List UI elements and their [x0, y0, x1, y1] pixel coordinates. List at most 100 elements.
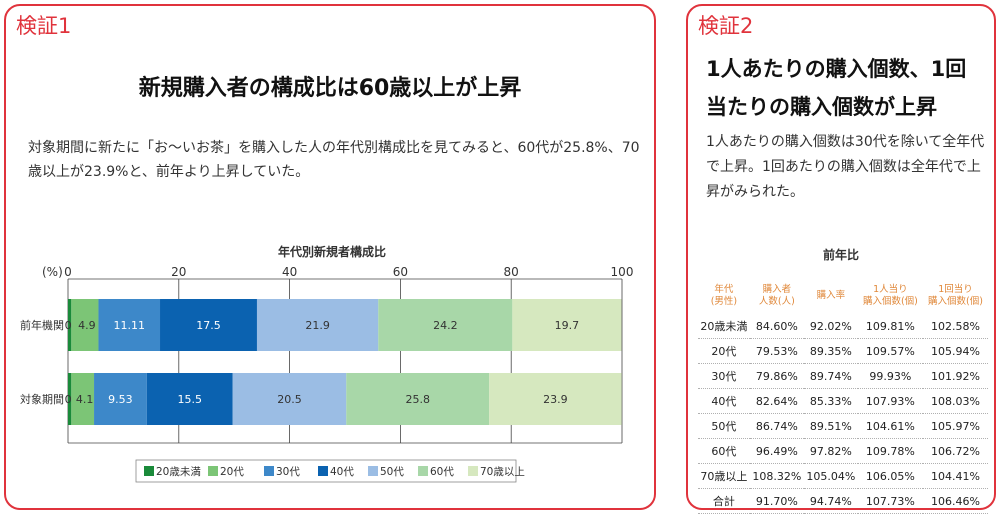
table-cell: 105.94% [922, 338, 988, 364]
table-cell: 50代 [698, 413, 750, 439]
table-cell: 104.61% [857, 413, 923, 439]
table-cell: 107.73% [857, 488, 923, 514]
table-cell: 70歳以上 [698, 463, 750, 489]
table-header-cell: 購入率 [816, 290, 846, 301]
table-row: 60代 96.49% 97.82% 109.78% 106.72% [698, 438, 988, 464]
bar-segment [68, 299, 72, 351]
chart-title: 年代別新規者構成比 [278, 244, 386, 259]
table-cell: 79.53% [749, 338, 804, 364]
legend-label: 20歳未満 [156, 466, 201, 478]
table-cell: 91.70% [749, 488, 804, 514]
panel-paragraph: 対象期間に新たに「お〜いお茶」を購入した人の年代別構成比を見てみると、60代が2… [28, 140, 640, 180]
panel-heading: 1人あたりの購入個数、1回当たりの購入個数が上昇 [706, 57, 967, 119]
legend-label: 50代 [380, 466, 404, 478]
legend-label: 30代 [276, 466, 300, 478]
legend-label: 20代 [220, 466, 244, 478]
bar-segment [489, 373, 622, 425]
table-cell: 79.86% [749, 363, 804, 389]
table-row: 40代 82.64% 85.33% 107.93% 108.03% [698, 388, 988, 414]
data-label: 24.2 [433, 319, 458, 332]
x-tick-label: 100 [611, 265, 634, 279]
data-label: 23.9 [543, 393, 568, 406]
table-header-cell: 年代 (男性) [710, 284, 738, 307]
legend-swatch [318, 466, 328, 476]
axis-unit-label: (%) [42, 265, 63, 279]
table-row: 30代 79.86% 89.74% 99.93% 101.92% [698, 363, 988, 389]
data-label: 19.7 [555, 319, 580, 332]
data-label: 4.9 [78, 319, 96, 332]
bar-segment [68, 373, 72, 425]
data-label: 9.53 [108, 393, 133, 406]
bar-segment [94, 373, 147, 425]
data-label: 21.9 [305, 319, 330, 332]
panel-tag: 検証1 [16, 14, 72, 38]
table-cell: 86.74% [749, 413, 804, 439]
bar-segment [346, 373, 490, 425]
table-cell: 20歳未満 [698, 314, 750, 339]
table-cell: 109.57% [857, 338, 923, 364]
legend-swatch [418, 466, 428, 476]
table-cell: 20代 [698, 338, 750, 364]
table-cell: 108.32% [749, 463, 804, 489]
legend-swatch [368, 466, 378, 476]
table-cell: 60代 [698, 438, 750, 464]
bar-segment [378, 299, 513, 351]
data-label: 17.5 [196, 319, 221, 332]
table-header-row: 年代 (男性) 購入者 人数(人) 購入率 1人当り 購入個数(個) 1回当り 購入個数(個) [698, 282, 988, 314]
table-cell: 92.02% [803, 314, 858, 339]
table-cell: 108.03% [922, 388, 988, 414]
legend-swatch [468, 466, 478, 476]
table-cell: 40代 [698, 388, 750, 414]
panel-heading: 新規購入者の構成比は60歳以上が上昇 [138, 76, 522, 101]
table-header-cell: 1人当り 購入個数(個) [862, 284, 918, 307]
data-label: 15.5 [178, 393, 203, 406]
table-cell: 合計 [698, 488, 750, 514]
table-cell: 107.93% [857, 388, 923, 414]
yoy-ratio-table: 年代 (男性) 購入者 人数(人) 購入率 1人当り 購入個数(個) 1回当り 購入個数(個) … [698, 282, 988, 514]
bar-segment [160, 299, 257, 351]
table-cell: 109.81% [857, 314, 923, 339]
table-row: 20歳未満 84.60% 92.02% 109.81% 102.58% [698, 314, 988, 339]
table-cell: 105.04% [803, 463, 858, 489]
table-cell: 99.93% [857, 363, 923, 389]
table-header-cell: 1回当り 購入個数(個) [928, 284, 983, 307]
panel-tag: 検証2 [698, 14, 754, 38]
table-cell: 85.33% [803, 388, 858, 414]
bar-segment [232, 373, 347, 425]
x-tick-label: 60 [393, 265, 408, 279]
table-cell: 96.49% [749, 438, 804, 464]
legend-swatch [208, 466, 218, 476]
table-cell: 101.92% [922, 363, 988, 389]
data-label: 25.8 [405, 393, 430, 406]
table-cell: 84.60% [749, 314, 804, 339]
x-tick-label: 0 [64, 265, 72, 279]
table-row: 合計 91.70% 94.74% 107.73% 106.46% [698, 488, 988, 514]
table-row: 70歳以上 108.32% 105.04% 106.05% 104.41% [698, 463, 988, 489]
bar-segment [512, 299, 622, 351]
bar-segment [71, 373, 95, 425]
bar-segment [98, 299, 161, 351]
legend-swatch [144, 466, 154, 476]
x-tick-label: 80 [504, 265, 519, 279]
table-cell: 94.74% [803, 488, 858, 514]
table-cell: 106.46% [922, 488, 988, 514]
table-cell: 106.72% [922, 438, 988, 464]
verification-2-panel: 検証2 1人あたりの購入個数、1回当たりの購入個数が上昇 1人あたりの購入個数は… [686, 4, 996, 514]
x-tick-label: 40 [282, 265, 297, 279]
age-composition-chart: 年代別新規者構成比(%)020406080100前年機関0.64.911.111… [20, 244, 634, 483]
legend-label: 40代 [330, 466, 354, 478]
table-cell: 109.78% [857, 438, 923, 464]
table-cell: 89.35% [803, 338, 858, 364]
table-header-cell: 購入者 人数(人) [758, 284, 795, 307]
table-row: 20代 79.53% 89.35% 109.57% 105.94% [698, 338, 988, 364]
data-label: 4.1 [76, 393, 94, 406]
table-title: 前年比 [822, 248, 859, 262]
legend-swatch [264, 466, 274, 476]
bar-segment [146, 373, 233, 425]
table-cell: 89.74% [803, 363, 858, 389]
table-cell: 30代 [698, 363, 750, 389]
panel-paragraph: 1人あたりの購入個数は30代を除いて全年代で上昇。1回あたりの購入個数は全年代で… [706, 134, 985, 200]
table-cell: 89.51% [803, 413, 858, 439]
data-label: 20.5 [277, 393, 302, 406]
bar-segment [256, 299, 379, 351]
